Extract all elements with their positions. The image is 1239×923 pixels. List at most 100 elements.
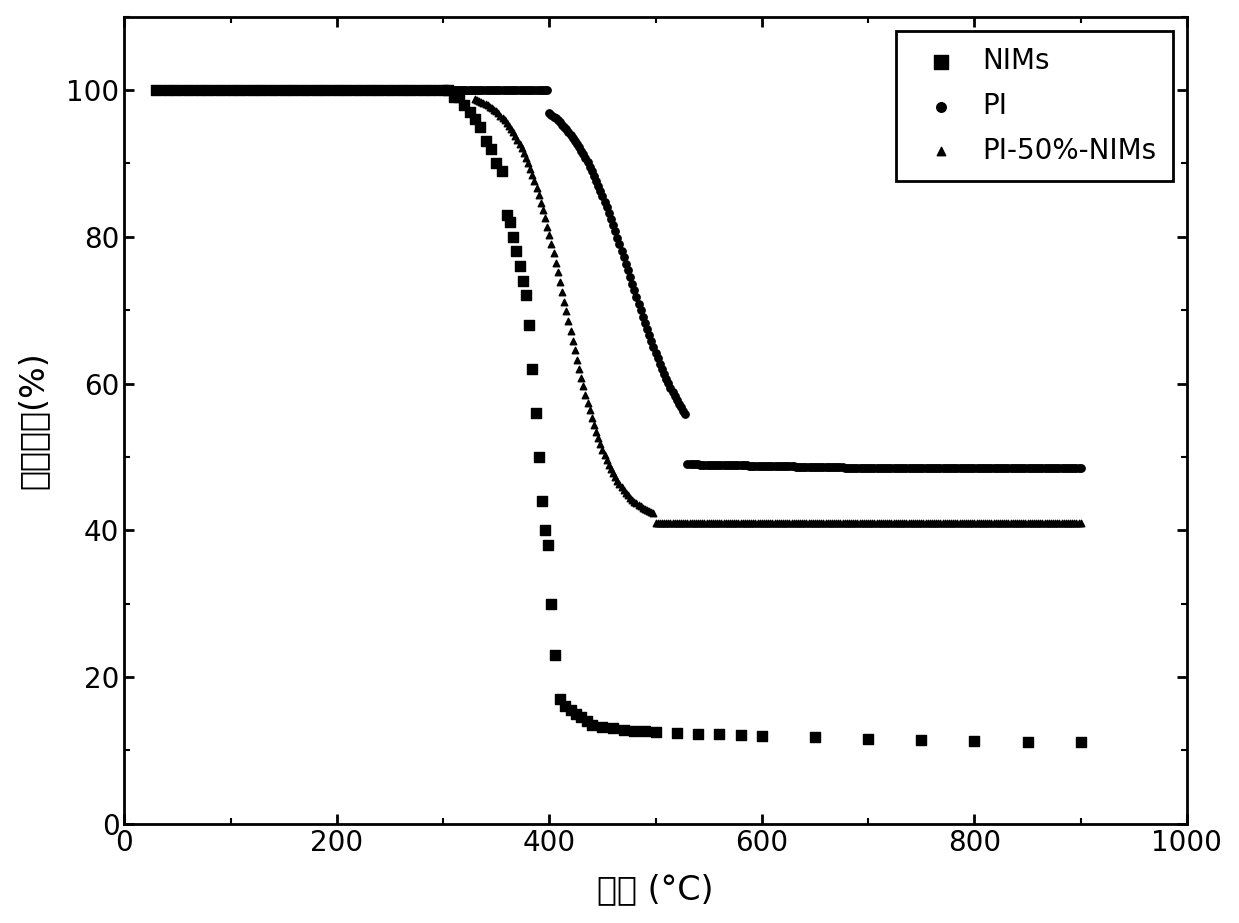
PI-50%-NIMs (690, 516, 710, 531)
PI (913, 461, 933, 475)
PI (658, 376, 678, 390)
NIMs (507, 244, 527, 258)
PI-50%-NIMs (1028, 516, 1048, 531)
PI (1064, 461, 1084, 475)
PI (539, 106, 559, 121)
PI-50%-NIMs (312, 83, 332, 98)
PI (315, 83, 335, 98)
PI-50%-NIMs (643, 506, 663, 521)
PI-50%-NIMs (937, 516, 957, 531)
PI (969, 461, 989, 475)
PI (606, 224, 626, 239)
PI (850, 461, 870, 475)
PI (352, 83, 372, 98)
PI (1049, 461, 1069, 475)
PI-50%-NIMs (731, 516, 751, 531)
PI-50%-NIMs (361, 83, 380, 98)
PI (830, 460, 850, 474)
PI (167, 83, 187, 98)
PI-50%-NIMs (508, 132, 528, 147)
PI-50%-NIMs (263, 83, 282, 98)
PI-50%-NIMs (924, 516, 944, 531)
PI-50%-NIMs (235, 83, 255, 98)
PI-50%-NIMs (875, 516, 895, 531)
PI-50%-NIMs (584, 417, 603, 432)
PI (354, 83, 374, 98)
PI (248, 83, 268, 98)
PI-50%-NIMs (591, 437, 611, 451)
PI-50%-NIMs (523, 168, 543, 183)
PI-50%-NIMs (372, 83, 392, 98)
PI-50%-NIMs (654, 516, 674, 531)
PI-50%-NIMs (199, 83, 219, 98)
PI (533, 83, 553, 98)
NIMs (541, 596, 561, 611)
PI (973, 461, 992, 475)
PI-50%-NIMs (452, 83, 472, 98)
NIMs (295, 83, 315, 98)
PI-50%-NIMs (529, 188, 549, 203)
PI-50%-NIMs (1068, 516, 1088, 531)
PI-50%-NIMs (973, 516, 992, 531)
PI (318, 83, 338, 98)
PI-50%-NIMs (387, 83, 406, 98)
NIMs (211, 83, 230, 98)
PI-50%-NIMs (450, 83, 470, 98)
PI-50%-NIMs (378, 83, 398, 98)
PI (351, 83, 370, 98)
PI (815, 460, 835, 474)
PI-50%-NIMs (556, 304, 576, 318)
PI-50%-NIMs (880, 516, 900, 531)
PI-50%-NIMs (1016, 516, 1036, 531)
PI (820, 460, 840, 474)
PI (873, 461, 893, 475)
PI (999, 461, 1018, 475)
PI (395, 83, 415, 98)
PI-50%-NIMs (756, 516, 776, 531)
PI-50%-NIMs (650, 516, 670, 531)
PI (181, 83, 201, 98)
PI-50%-NIMs (589, 430, 608, 445)
PI (1056, 461, 1075, 475)
PI-50%-NIMs (1014, 516, 1033, 531)
PI-50%-NIMs (455, 83, 475, 98)
PI-50%-NIMs (725, 516, 745, 531)
PI (223, 83, 243, 98)
PI (212, 83, 232, 98)
PI-50%-NIMs (426, 83, 446, 98)
PI-50%-NIMs (554, 294, 574, 309)
NIMs (439, 83, 458, 98)
PI (304, 83, 323, 98)
PI-50%-NIMs (741, 516, 761, 531)
PI-50%-NIMs (964, 516, 984, 531)
PI-50%-NIMs (389, 83, 409, 98)
PI-50%-NIMs (206, 83, 225, 98)
PI-50%-NIMs (933, 516, 953, 531)
PI (786, 459, 805, 473)
PI (735, 458, 755, 473)
PI-50%-NIMs (1056, 516, 1075, 531)
PI (339, 83, 359, 98)
PI (458, 83, 478, 98)
PI (416, 83, 436, 98)
PI (788, 459, 808, 473)
PI (494, 83, 514, 98)
PI (435, 83, 455, 98)
PI (541, 107, 561, 122)
PI-50%-NIMs (321, 83, 341, 98)
PI-50%-NIMs (613, 483, 633, 497)
PI-50%-NIMs (750, 516, 769, 531)
NIMs (390, 83, 410, 98)
PI-50%-NIMs (380, 83, 400, 98)
PI (561, 127, 581, 142)
PI (508, 83, 528, 98)
PI (188, 83, 208, 98)
PI (737, 458, 757, 473)
PI (672, 400, 691, 414)
PI-50%-NIMs (420, 83, 440, 98)
PI (173, 83, 193, 98)
PI-50%-NIMs (803, 516, 823, 531)
PI (595, 194, 615, 209)
PI (431, 83, 451, 98)
PI (890, 461, 909, 475)
